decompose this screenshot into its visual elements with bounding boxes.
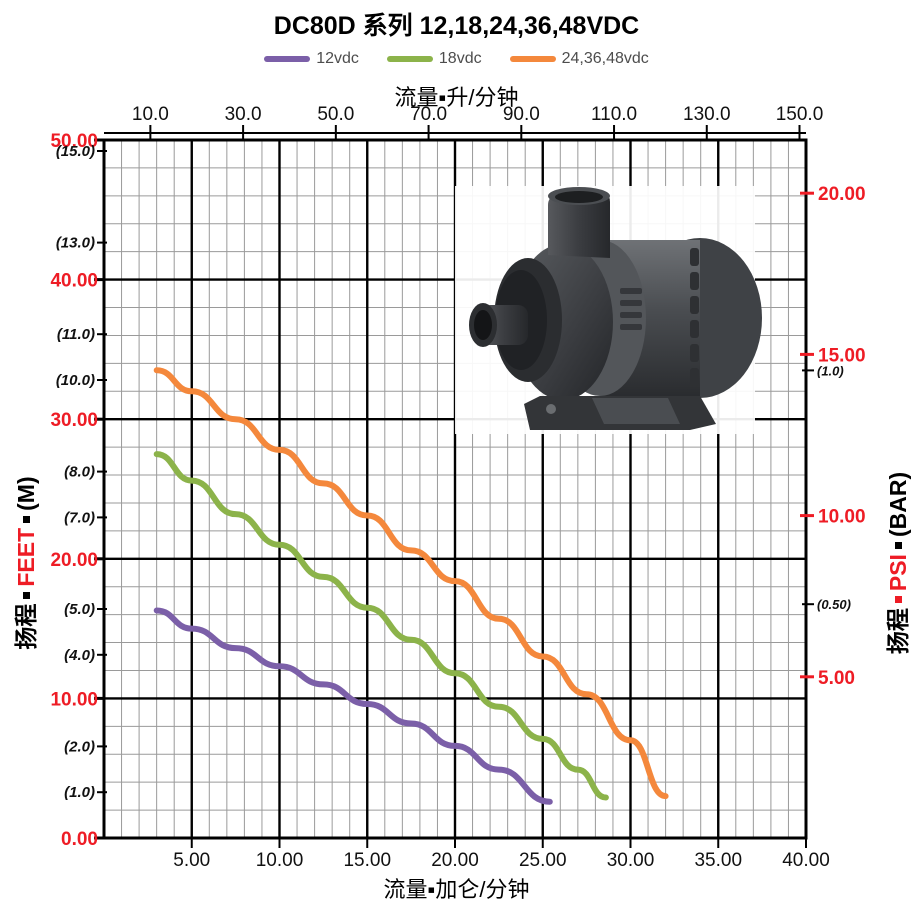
tick-label: (0.50)	[817, 597, 851, 612]
tick-label: 20.00	[50, 550, 98, 571]
legend-swatch-24-36-48vdc	[509, 56, 556, 62]
chart-legend: 12vdc 18vdc 24,36,48vdc	[0, 50, 913, 68]
tick-label: 10.00	[818, 507, 866, 528]
bottom-axis-title: 流量▪加仑/分钟	[383, 877, 530, 902]
curve-series	[153, 367, 669, 805]
tick-label: 50.0	[317, 104, 354, 125]
tick-label: 30.00	[50, 410, 98, 431]
legend-item-18vdc[interactable]: 18vdc	[386, 50, 482, 68]
legend-swatch-12vdc	[264, 56, 311, 62]
tick-label: 5.00	[173, 850, 210, 871]
tick-label: (1.0)	[64, 784, 95, 801]
tick-label: (8.0)	[64, 464, 95, 481]
curve-12vdc	[153, 607, 553, 805]
tick-label: 5.00	[818, 668, 855, 689]
tick-label: (11.0)	[57, 326, 95, 343]
tick-label: 150.0	[776, 104, 824, 125]
legend-item-24-36-48vdc[interactable]: 24,36,48vdc	[509, 50, 649, 68]
tick-label: 90.0	[503, 104, 540, 125]
tick-label: 10.00	[256, 850, 304, 871]
tick-label: (5.0)	[64, 601, 95, 618]
tick-label: 10.0	[132, 104, 169, 125]
tick-label: (10.0)	[56, 372, 95, 389]
legend-item-12vdc[interactable]: 12vdc	[264, 50, 359, 68]
tick-label: 20.00	[818, 184, 866, 205]
tick-label: 70.0	[410, 104, 447, 125]
top-axis-title: 流量▪升/分钟	[394, 85, 519, 110]
tick-label: 15.00	[343, 850, 391, 871]
tick-label: 0.00	[61, 829, 98, 850]
tick-label: 110.0	[591, 104, 637, 125]
dc80d-pump-photo	[455, 186, 762, 434]
tick-label: (1.0)	[817, 363, 844, 378]
legend-swatch-18vdc	[386, 56, 433, 62]
legend-label-12vdc: 12vdc	[316, 50, 359, 67]
tick-label: 40.00	[782, 850, 830, 871]
tick-label: 10.00	[50, 689, 98, 710]
tick-label: (15.0)	[56, 143, 95, 160]
curve-18vdc	[153, 451, 609, 801]
tick-label: (4.0)	[64, 647, 95, 664]
legend-label-24-36-48vdc: 24,36,48vdc	[561, 50, 649, 67]
tick-label: (7.0)	[64, 509, 95, 526]
axis-ticks	[94, 125, 814, 848]
axis-tick-labels: 10.0 30.0 50.0 70.0 90.0 110.0 130.0 150.0 5.00 1…	[50, 104, 865, 871]
tick-label: 15.00	[818, 345, 866, 366]
tick-label: 40.00	[50, 271, 98, 292]
curve-24-36-48vdc	[153, 367, 669, 800]
tick-label: 30.0	[225, 104, 262, 125]
page-title: DC80D 系列 12,18,24,36,48VDC	[273, 12, 640, 40]
tick-label: 130.0	[683, 104, 731, 125]
legend-label-18vdc: 18vdc	[438, 50, 482, 67]
tick-label: (13.0)	[56, 235, 95, 252]
tick-label: 25.00	[519, 850, 567, 871]
tick-label: (2.0)	[64, 738, 95, 755]
tick-label: 20.00	[431, 850, 479, 871]
tick-label: 50.00	[50, 131, 98, 152]
tick-label: 35.00	[694, 850, 742, 871]
tick-label: 30.00	[607, 850, 655, 871]
